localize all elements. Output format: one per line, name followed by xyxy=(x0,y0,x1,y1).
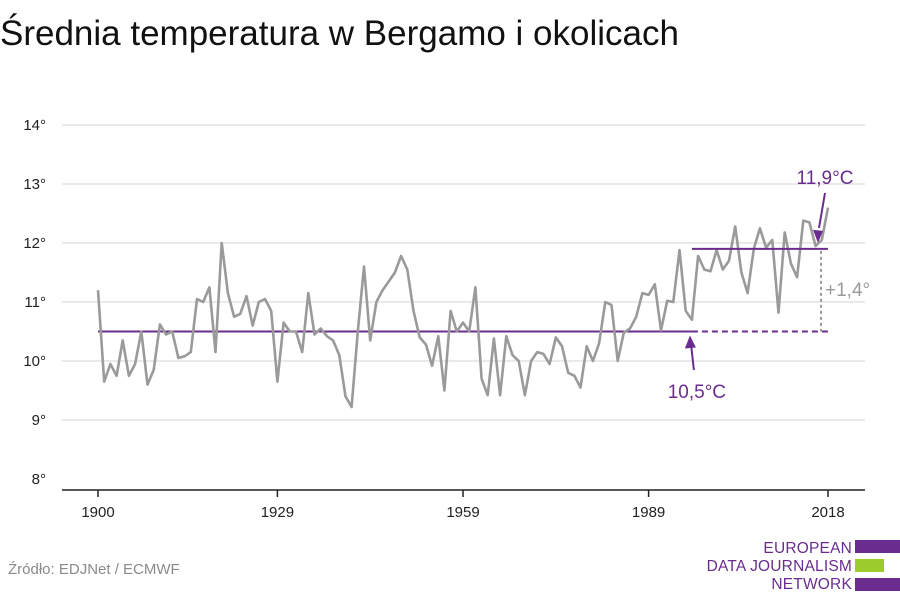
series-layer xyxy=(96,207,830,409)
recent-arrow-shaft xyxy=(818,192,826,229)
x-axis: 1900 1929 1959 1989 2018 xyxy=(62,489,865,521)
difference-label: +1,4° xyxy=(825,280,870,301)
x-tick-label: 1929 xyxy=(261,504,294,521)
logo-line-3: NETWORK xyxy=(771,576,852,593)
chart-title: Średnia temperatura w Bergamo i okolicac… xyxy=(0,14,679,53)
edjnet-logo: EUROPEAN DATA JOURNALISM NETWORK xyxy=(707,540,852,594)
y-tick-label: 12° xyxy=(23,235,46,252)
y-tick-label: 14° xyxy=(23,117,46,134)
source-note: Źródło: EDJNet / ECMWF xyxy=(8,561,180,578)
logo-line-2: DATA JOURNALISM xyxy=(706,558,852,575)
x-tick-label: 2018 xyxy=(811,504,844,521)
x-tick-label: 1959 xyxy=(446,504,479,521)
grid-lines xyxy=(62,124,865,421)
y-axis-ticks: 8° 9° 10° 11° 12° 13° 14° xyxy=(23,117,46,488)
x-tick-label: 1989 xyxy=(632,504,665,521)
baseline-arrow-head xyxy=(684,335,696,349)
y-tick-label: 11° xyxy=(24,294,46,311)
logo-line-1: EUROPEAN xyxy=(763,540,852,557)
annotations-layer: +1,4° 11,9°C 10,5°C xyxy=(668,168,870,403)
y-tick-label: 9° xyxy=(32,412,46,429)
y-tick-label: 10° xyxy=(23,353,46,370)
y-tick-label: 8° xyxy=(32,471,46,488)
temperature-series-line xyxy=(96,207,830,409)
recent-arrow-head xyxy=(813,229,823,243)
y-tick-label: 13° xyxy=(23,176,46,193)
baseline-label: 10,5°C xyxy=(668,382,726,403)
recent-mean-label: 11,9°C xyxy=(797,168,854,189)
logo-bars-icon xyxy=(855,540,900,591)
x-tick-label: 1900 xyxy=(81,504,114,521)
